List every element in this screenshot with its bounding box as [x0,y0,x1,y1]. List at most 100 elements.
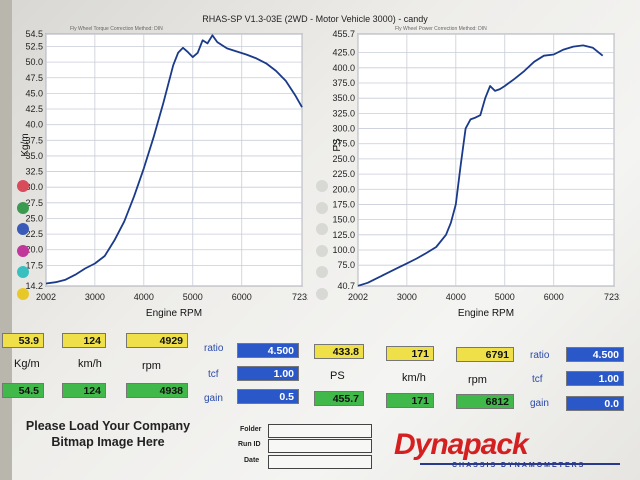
left-tcf-label: tcf [208,369,219,380]
power-y-tick-label: 75.0 [337,260,355,270]
date-label: Date [244,457,260,464]
power-color-swatch[interactable] [316,201,328,214]
run-id-label: Run ID [238,441,261,448]
torque-x-tick-label: 4000 [134,292,154,302]
torque-x-axis-label: Engine RPM [146,308,202,319]
left-ratio-value[interactable]: 4.500 [237,343,299,358]
torque-y-tick-label: 35.0 [25,151,43,161]
load-bitmap-line2: Bitmap Image Here [51,435,165,449]
torque-x-tick-label: 3000 [85,292,105,302]
paper-edge [0,0,12,480]
date-field[interactable] [268,455,372,469]
torque-y-axis-label: Kg/m [20,133,31,156]
power-y-tick-label: 275.0 [332,139,355,149]
power-chart: 455.7 425.0 400.0 375.0 350.0 325.0 300.0 275.0… [314,30,620,340]
load-bitmap-line1: Please Load Your Company [25,419,191,433]
torque-color-swatch[interactable] [17,201,29,214]
torque-x-tick-label: 5000 [183,292,203,302]
folder-label: Folder [240,426,262,433]
left-gain-value[interactable]: 0.5 [237,389,299,404]
power-y-tick-label: 300.0 [332,124,355,134]
power-color-swatch[interactable] [316,266,328,278]
torque-chart: 54.5 52.5 50.0 47.5 45.0 42.5 40.0 37.5 35.0 32.5… [2,30,308,340]
folder-field[interactable] [268,424,372,438]
power-y-tick-label: 125.0 [332,230,355,240]
right-tcf-label: tcf [532,374,543,385]
torque-chart-svg: 54.5 52.5 50.0 47.5 45.0 42.5 40.0 37.5 35.0 32.5… [20,30,308,319]
torque-y-tick-label: 50.0 [25,57,43,67]
power-chart-svg: 455.7 425.0 400.0 375.0 350.0 325.0 300.0 275.0… [332,30,620,319]
power-color-swatch[interactable] [316,180,328,192]
load-bitmap-message: Please Load Your Company Bitmap Image He… [8,418,208,450]
torque-y-tick-label: 20.0 [25,245,43,255]
power-x-tick-label: 4000 [446,292,466,302]
torque-curve [45,34,303,285]
torque-cursor-speed: 124 [62,333,106,348]
torque-y-tick-label: 37.5 [25,135,43,145]
power-y-tick-label: 455.7 [332,30,355,39]
power-peak-value: 455.7 [314,391,364,406]
power-y-tick-label: 150.0 [332,215,355,225]
power-color-swatch[interactable] [316,223,328,235]
left-tcf-value[interactable]: 1.00 [237,366,299,381]
torque-unit-label: Kg/m [14,358,40,370]
report-title: RHAS-SP V1.3-03E (2WD - Motor Vehicle 30… [202,14,428,24]
power-cursor-speed: 171 [386,346,434,361]
torque-cursor-value: 53.9 [2,333,44,348]
torque-peak-value: 54.5 [2,383,44,398]
power-peak-rpm: 6812 [456,394,514,409]
torque-y-tick-label: 32.5 [25,167,43,177]
torque-y-tick-label: 47.5 [25,73,43,83]
torque-peak-speed: 124 [62,383,106,398]
left-gain-label: gain [204,393,223,404]
power-curve [357,44,604,287]
power-cursor-value: 433.8 [314,344,364,359]
torque-color-swatch[interactable] [17,180,29,192]
torque-rpm-unit: rpm [142,360,161,372]
power-speed-unit: km/h [402,372,426,384]
power-x-tick-label: 7231 [604,292,620,302]
power-subtitle: Fly Wheel Power Correction Method: DIN [395,26,487,32]
power-x-tick-label: 5000 [495,292,515,302]
run-id-field[interactable] [268,439,372,453]
right-ratio-value[interactable]: 4.500 [566,347,624,362]
power-x-axis-label: Engine RPM [458,308,514,319]
torque-plot-area [45,33,303,287]
dynapack-logo: Dynapack [394,428,529,461]
torque-y-tick-label: 40.0 [25,120,43,130]
torque-y-tick-label: 25.0 [25,213,43,223]
power-y-tick-label: 375.0 [332,78,355,88]
torque-y-tick-label: 54.5 [25,30,43,39]
power-color-swatch[interactable] [316,287,328,300]
torque-color-swatch[interactable] [17,223,29,235]
right-tcf-value[interactable]: 1.00 [566,371,624,386]
torque-y-tick-label: 30.0 [25,182,43,192]
left-ratio-label: ratio [204,343,224,354]
power-y-tick-label: 100.0 [332,245,355,255]
torque-cursor-rpm: 4929 [126,333,188,348]
power-x-tick-label: 3000 [397,292,417,302]
torque-y-tick-label: 17.5 [25,260,43,270]
torque-y-tick-label: 27.5 [25,198,43,208]
power-y-tick-label: 350.0 [332,93,355,103]
power-y-tick-label: 225.0 [332,169,355,179]
torque-subtitle: Fly Wheel Torque Correction Method: DIN [70,26,163,32]
right-gain-value[interactable]: 0.0 [566,396,624,411]
torque-y-tick-label: 22.5 [25,229,43,239]
torque-color-swatch[interactable] [17,266,29,278]
right-ratio-label: ratio [530,350,550,361]
power-y-tick-label: 325.0 [332,108,355,118]
right-gain-label: gain [530,398,549,409]
power-color-swatch[interactable] [316,244,328,257]
torque-x-tick-label: 6000 [232,292,252,302]
torque-y-tick-label: 14.2 [25,281,43,291]
power-y-tick-label: 40.7 [337,281,355,291]
torque-x-tick-label: 7231 [292,292,308,302]
torque-y-tick-label: 52.5 [25,42,43,52]
power-plot-area [357,33,615,287]
power-cursor-rpm: 6791 [456,347,514,362]
torque-y-tick-label: 45.0 [25,88,43,98]
torque-color-swatch[interactable] [17,244,29,257]
power-peak-speed: 171 [386,393,434,408]
torque-color-swatch[interactable] [17,287,29,300]
